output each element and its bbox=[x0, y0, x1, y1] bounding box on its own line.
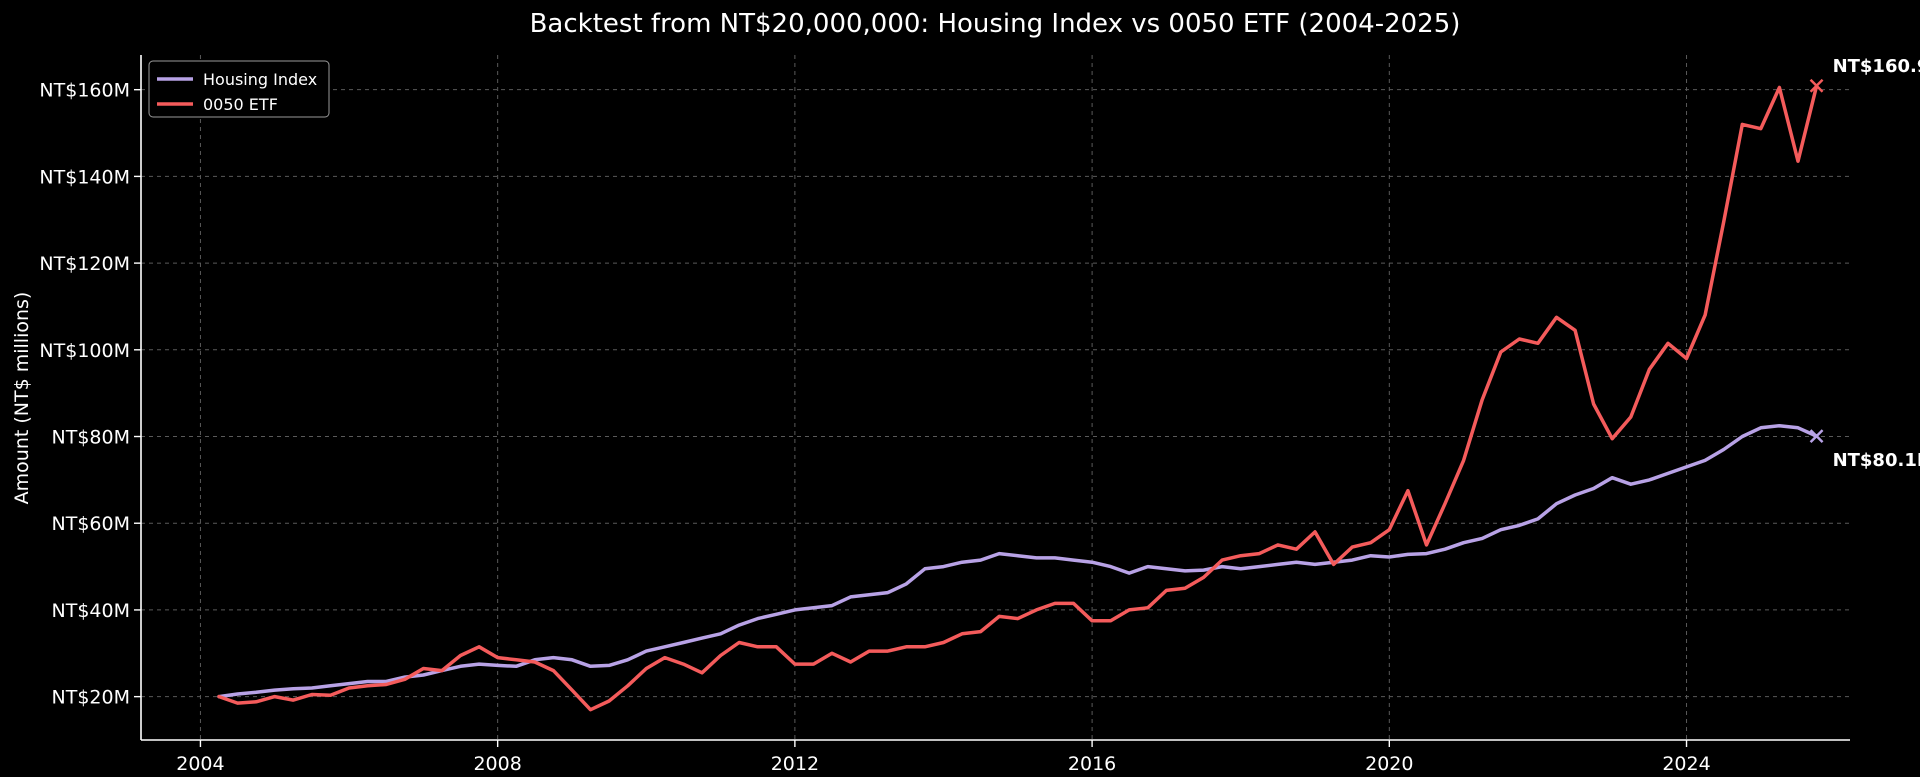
x-tick-label: 2004 bbox=[176, 753, 224, 775]
end-label-housing-index: NT$80.1M bbox=[1833, 450, 1920, 471]
series-line-housing-index bbox=[217, 423, 1819, 699]
chart-title: Backtest from NT$20,000,000: Housing Ind… bbox=[530, 9, 1461, 39]
y-tick-label: NT$20M bbox=[52, 687, 130, 709]
y-tick-label: NT$80M bbox=[52, 427, 130, 449]
grid-layer bbox=[141, 55, 1850, 740]
end-marker-housing-index bbox=[1809, 429, 1824, 443]
legend-box bbox=[148, 60, 330, 118]
legend-label-0050-etf: 0050 ETF bbox=[203, 95, 278, 114]
y-tick-label: NT$120M bbox=[39, 253, 130, 275]
legend-label-housing-index: Housing Index bbox=[203, 70, 317, 89]
y-tick-label: NT$160M bbox=[39, 80, 130, 102]
x-tick-label: 2012 bbox=[771, 753, 819, 775]
x-tick-label: 2008 bbox=[473, 753, 521, 775]
axes-layer: 2004 2008 2012 2016 2020 2024 NT$20M NT$40M NT$6… bbox=[39, 55, 1850, 775]
series-layer: NT$80.1M NT$160.9M bbox=[217, 56, 1920, 712]
y-axis-label: Amount (NT$ millions) bbox=[11, 292, 33, 505]
x-tick-label: 2020 bbox=[1365, 753, 1413, 775]
y-tick-label: NT$100M bbox=[39, 340, 130, 362]
y-tick-label: NT$40M bbox=[52, 600, 130, 622]
y-tick-label: NT$60M bbox=[52, 513, 130, 535]
end-marker-0050-etf bbox=[1809, 78, 1824, 93]
series-line-0050-etf bbox=[217, 84, 1819, 712]
x-tick-label: 2024 bbox=[1662, 753, 1710, 775]
x-tick-label: 2016 bbox=[1068, 753, 1116, 775]
end-label-0050-etf: NT$160.9M bbox=[1833, 56, 1920, 77]
legend: Housing Index 0050 ETF bbox=[148, 60, 330, 118]
y-tick-label: NT$140M bbox=[39, 166, 130, 188]
